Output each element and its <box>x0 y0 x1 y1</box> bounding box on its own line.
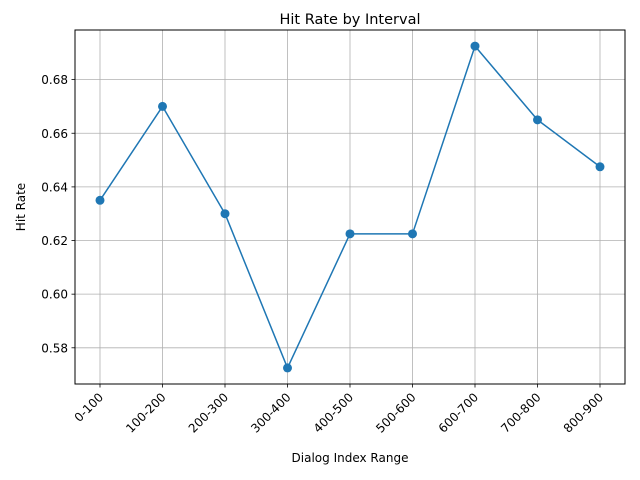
y-tick-label: 0.60 <box>41 288 68 302</box>
x-tick-label: 600-700 <box>436 390 481 435</box>
x-ticks: 0-100 100-200 200-300 300-400 400-500 500-600… <box>72 384 606 436</box>
y-tick-label: 0.64 <box>41 180 68 194</box>
y-tick-label: 0.62 <box>41 234 68 248</box>
x-tick-label: 800-900 <box>561 390 606 435</box>
x-tick-label: 300-400 <box>248 390 293 435</box>
data-point <box>220 209 230 219</box>
chart-title: Hit Rate by Interval <box>279 12 420 28</box>
x-tick-label: 500-600 <box>373 390 418 435</box>
x-tick-label: 400-500 <box>311 390 356 435</box>
data-point <box>158 101 167 111</box>
data-point <box>595 162 605 172</box>
y-tick-label: 0.66 <box>41 127 68 141</box>
x-tick-label: 700-800 <box>498 390 543 435</box>
data-point <box>408 229 417 239</box>
x-tick-label: 100-200 <box>123 390 168 435</box>
y-ticks: 0.58 0.60 0.62 0.64 0.66 0.68 <box>41 73 75 355</box>
data-point <box>533 115 542 125</box>
data-point <box>283 363 292 373</box>
y-tick-label: 0.68 <box>41 73 68 87</box>
grid <box>75 30 625 384</box>
series <box>95 41 605 373</box>
data-point <box>470 41 480 51</box>
x-tick-label: 0-100 <box>72 390 107 425</box>
data-point <box>345 229 355 239</box>
y-tick-label: 0.58 <box>41 341 68 355</box>
data-point <box>95 195 105 205</box>
y-axis-label: Hit Rate <box>14 183 28 231</box>
x-tick-label: 200-300 <box>186 390 231 435</box>
x-axis-label: Dialog Index Range <box>292 451 409 465</box>
